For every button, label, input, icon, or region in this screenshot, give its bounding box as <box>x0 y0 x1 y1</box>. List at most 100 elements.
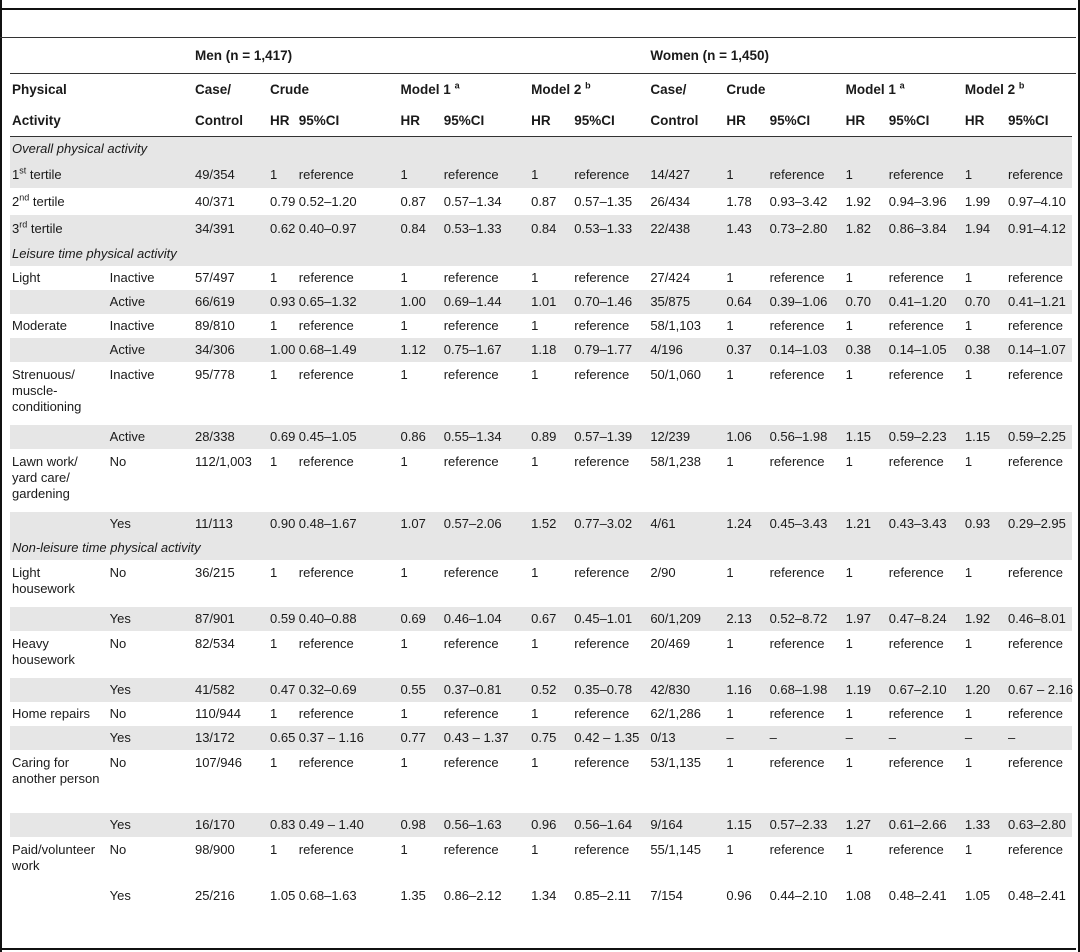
table-cell: 0.56–1.64 <box>572 813 649 837</box>
table-cell: 0.39–1.06 <box>767 290 844 314</box>
table-cell: 0.14–1.05 <box>886 338 963 362</box>
table-cell: 1 <box>964 367 973 382</box>
table-cell: 0.93–3.42 <box>769 193 828 209</box>
table-cell: 20/469 <box>650 636 691 651</box>
table-cell: 50/1,060 <box>650 367 701 382</box>
table-cell: 0.68–1.98 <box>767 678 844 702</box>
table-cell: 1 <box>529 161 573 188</box>
table-cell: reference <box>574 565 630 580</box>
table-cell: 0.57–1.35 <box>574 193 633 209</box>
table-cell: 1.20 <box>962 678 1007 702</box>
table-row: Light Inactive 57/497 1 reference 1 reference 1… <box>10 266 1072 290</box>
table-cell: reference <box>769 706 825 721</box>
women-control-header: Control <box>648 105 725 137</box>
table-cell: 0.57–2.06 <box>441 512 530 536</box>
table-cell: 1 <box>964 318 973 333</box>
table-cell: 89/810 <box>194 318 235 333</box>
table-cell: 0.75 <box>529 726 573 750</box>
activity-level <box>107 161 193 188</box>
table-cell: reference <box>1008 706 1063 721</box>
activity-label <box>10 884 108 908</box>
table-cell: reference <box>574 842 630 857</box>
table-cell: 1 <box>400 706 408 721</box>
section-label: Overall physical activity <box>10 136 1072 161</box>
table-cell: 1 <box>400 367 408 382</box>
table-cell: 0.35–0.78 <box>572 678 649 702</box>
table-cell: 1.82 <box>843 215 887 242</box>
top-rule <box>0 8 1076 10</box>
table-cell: – <box>1006 726 1072 750</box>
table-cell: 0.87 <box>531 193 557 209</box>
table-cell: 1 <box>964 565 973 580</box>
table-row: Moderate Inactive 89/810 1 reference 1 referen… <box>10 314 1072 338</box>
activity-level <box>108 188 193 215</box>
table-cell: 1 <box>845 454 853 469</box>
table-cell: 1 <box>726 454 734 469</box>
table-cell: 0.86 <box>398 425 442 449</box>
activity-label: Caring for another person <box>12 755 100 786</box>
table-cell: – <box>724 726 768 750</box>
table-cell: 1 <box>726 755 734 770</box>
table-cell: 1.21 <box>843 512 887 536</box>
table-cell: reference <box>574 270 630 285</box>
table-cell: 0.37–0.81 <box>441 678 530 702</box>
table-cell: – <box>962 726 1007 750</box>
table-cell: 1.16 <box>724 678 768 702</box>
table-cell: 1.05 <box>270 888 296 903</box>
table-cell: 1.92 <box>845 193 871 209</box>
table-cell: 0.14–1.03 <box>767 338 844 362</box>
table-cell: 1 <box>400 636 408 651</box>
table-cell: 42/830 <box>648 678 725 702</box>
women-m2-ci-header: 95%CI <box>1006 105 1072 137</box>
table-cell: 13/172 <box>192 726 268 750</box>
table-cell: 1 <box>531 454 539 469</box>
table-cell: 0.41–1.20 <box>886 290 963 314</box>
table-cell: 1.97 <box>843 607 887 631</box>
table-cell: reference <box>574 636 630 651</box>
header-row-models: Physical Case/ Crude Model 1 a Model 2 b… <box>10 73 1072 105</box>
table-cell: 0.48–2.41 <box>888 888 947 903</box>
table-cell: 1 <box>964 454 973 469</box>
table-row: Caring for another person No 107/946 1 refer… <box>10 750 1072 813</box>
activity-level: Yes <box>109 888 131 903</box>
table-cell: 0.89 <box>529 425 573 449</box>
table-cell: 1 <box>531 318 539 333</box>
table-cell: 0.62 <box>268 215 297 242</box>
men-m2-hr-header: HR <box>529 105 573 137</box>
section-label: Leisure time physical activity <box>10 242 1072 266</box>
table-cell: 0/13 <box>648 726 725 750</box>
table-cell: reference <box>767 161 844 188</box>
table-cell: 1 <box>843 161 887 188</box>
table-cell: 0.44–2.10 <box>769 888 828 903</box>
activity-label: Lawn work/ yard care/ gardening <box>12 454 78 501</box>
women-crude-hr-header: HR <box>724 105 768 137</box>
table-cell: 26/434 <box>650 193 691 209</box>
table-cell: reference <box>443 565 499 580</box>
table-cell: reference <box>888 565 944 580</box>
table-row: Yes 11/113 0.90 0.48–1.67 1.07 0.57–2.06 1.52 0… <box>10 512 1072 536</box>
table-cell: 1.06 <box>724 425 768 449</box>
table-cell: 1 <box>845 318 853 333</box>
women-group-header: Women (n = 1,450) <box>650 47 769 63</box>
table-cell: 0.68–1.63 <box>298 888 357 903</box>
table-cell: 14/427 <box>648 161 725 188</box>
table-row: Lawn work/ yard care/ gardening No 112/1,0… <box>10 449 1072 512</box>
activity-level: Inactive <box>109 270 155 285</box>
table-cell: 1 <box>270 318 278 333</box>
table-cell: 1 <box>270 842 278 857</box>
table-cell: 0.79–1.77 <box>572 338 649 362</box>
activity-label: Moderate <box>12 318 67 333</box>
table-cell: 1 <box>726 318 734 333</box>
table-cell: reference <box>769 318 825 333</box>
activity-level: Inactive <box>109 318 155 333</box>
table-cell: 0.61–2.66 <box>886 813 963 837</box>
activity-label: Strenuous/ muscle-conditioning <box>12 367 82 414</box>
table-cell: 0.87 <box>400 193 426 209</box>
activity-level: No <box>109 636 127 651</box>
table-cell: 0.68–1.49 <box>296 338 399 362</box>
table-cell: 0.49 – 1.40 <box>296 813 399 837</box>
table-cell: 1 <box>270 270 278 285</box>
table-cell: reference <box>769 842 825 857</box>
women-m1-hr-header: HR <box>843 105 887 137</box>
table-cell: 0.83 <box>268 813 297 837</box>
